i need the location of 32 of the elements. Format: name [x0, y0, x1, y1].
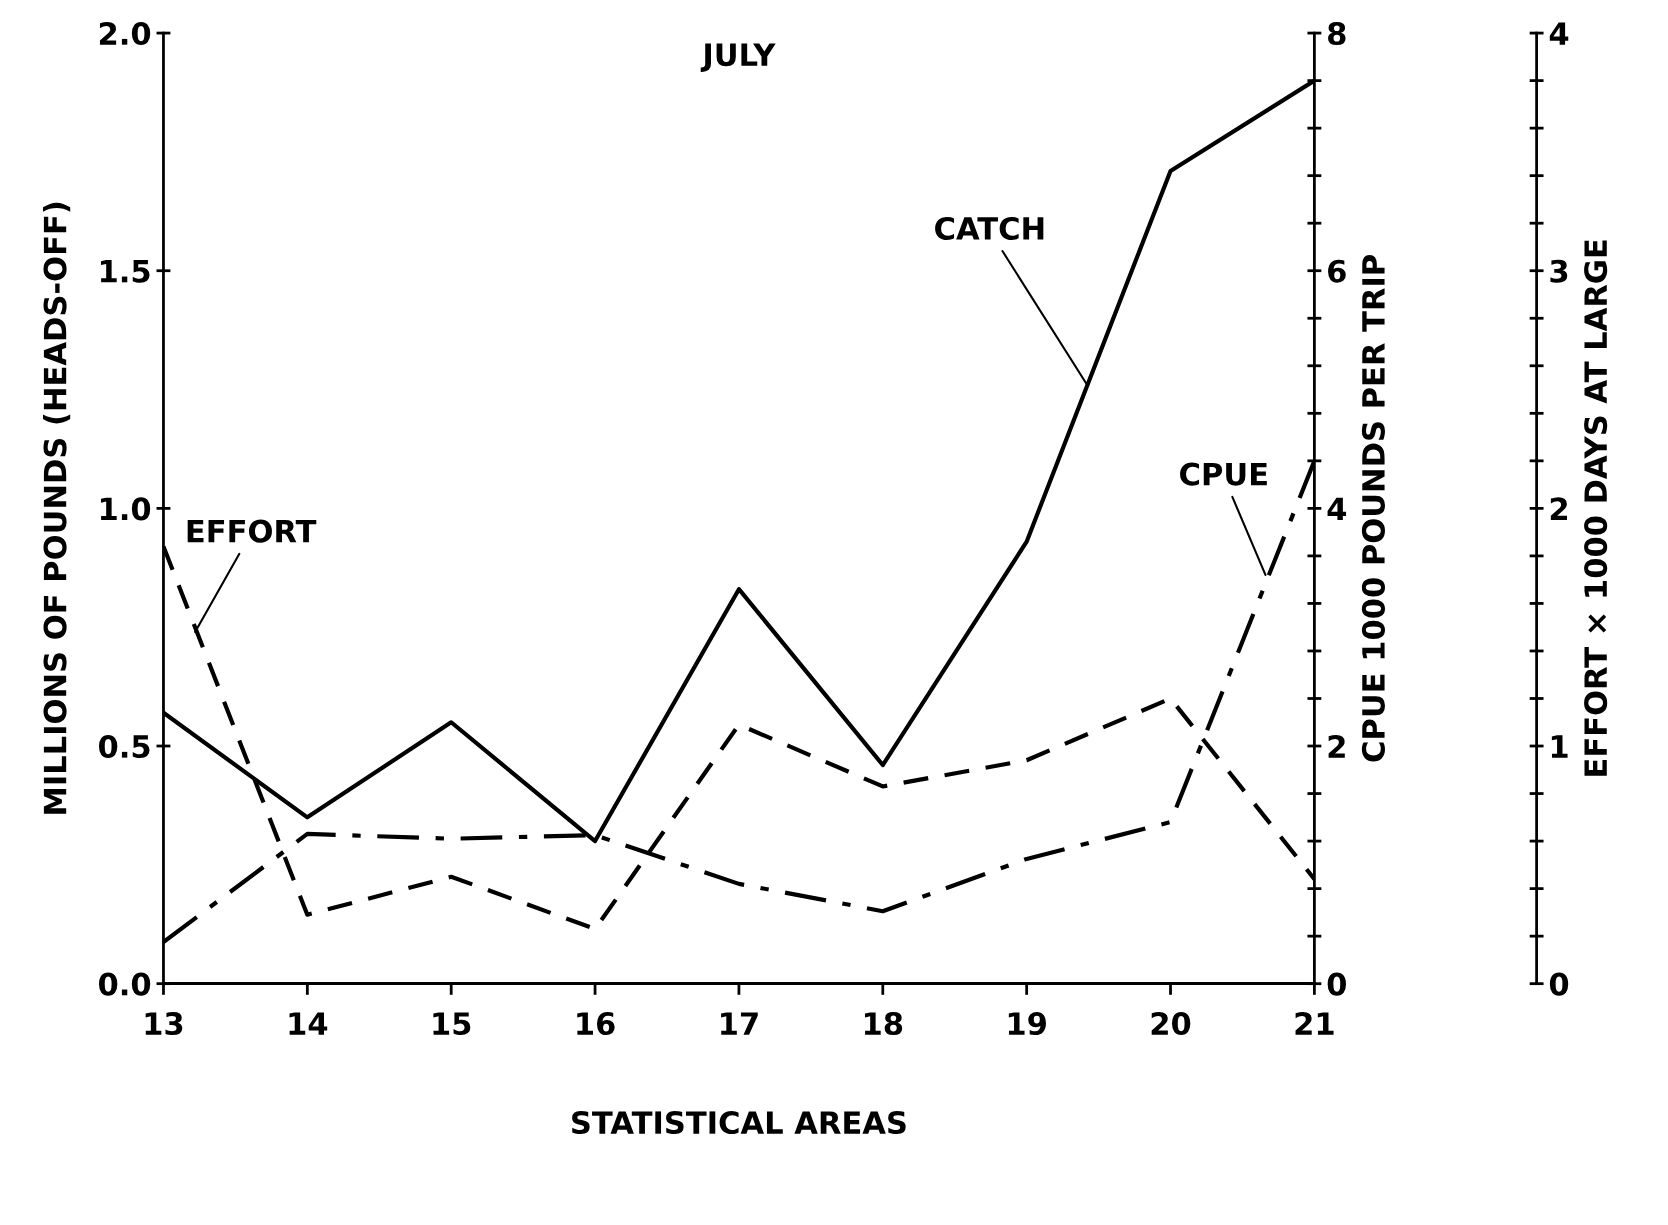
x-tick-label: 20 [1151, 1011, 1191, 1036]
x-tick-label: 21 [1295, 1011, 1334, 1035]
y2-tick-label: 8 [1328, 22, 1346, 46]
x-tick-label: 14 [289, 1012, 328, 1035]
y2-axis-title: CPUE 1000 POUNDS PER TRIP [1361, 255, 1385, 762]
y-tick-label: 2.0 [99, 22, 151, 46]
y-tick-label: 0.5 [98, 734, 150, 759]
annotation: CPUE [1180, 462, 1267, 486]
y-tick-label: 1.5 [100, 260, 150, 283]
y3-tick-label: 1 [1551, 735, 1568, 758]
y-tick-label: 1.0 [100, 497, 151, 521]
annotation: EFFORT [187, 519, 317, 543]
y2-tick-label: 4 [1327, 497, 1347, 520]
y-axis-title: MILLIONS OF POUNDS (HEADS-OFF) [42, 202, 71, 814]
x-tick-label: 13 [145, 1011, 183, 1036]
x-tick-label: 16 [577, 1012, 615, 1036]
y2-tick-label: 2 [1328, 734, 1345, 758]
y-tick-label: 0.0 [98, 972, 151, 996]
x-tick-label: 15 [433, 1012, 471, 1036]
y3-tick-label: 3 [1550, 259, 1568, 283]
x-tick-label: 17 [721, 1012, 758, 1035]
y2-tick-label: 6 [1328, 259, 1346, 283]
x-tick-label: 18 [864, 1011, 903, 1036]
y3-axis-title: EFFORT × 1000 DAYS AT LARGE [1584, 240, 1608, 776]
y3-tick-label: 0 [1549, 972, 1569, 996]
x-tick-label: 19 [1008, 1012, 1046, 1036]
y3-tick-label: 4 [1549, 22, 1569, 45]
y2-tick-label: 0 [1327, 972, 1346, 996]
annotation: CATCH [935, 216, 1044, 240]
y3-tick-label: 2 [1550, 497, 1568, 520]
x-axis-title: STATISTICAL AREAS [572, 1111, 906, 1135]
chart-title: JULY [700, 43, 776, 72]
